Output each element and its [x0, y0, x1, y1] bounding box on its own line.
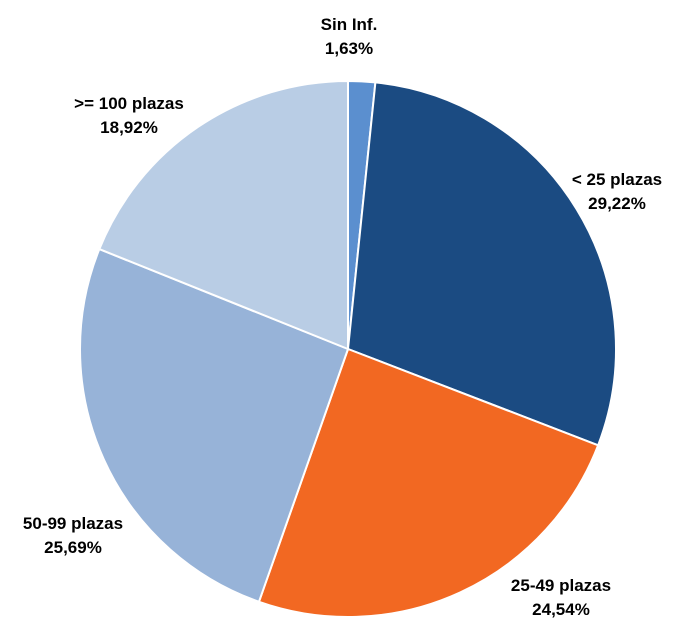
slice-name-label: 50-99 plazas: [23, 514, 123, 533]
pie-slice-100-plazas: [98, 79, 349, 351]
slice-value-label: 24,54%: [532, 600, 590, 619]
slice-value-label: 18,92%: [100, 118, 158, 137]
pie-labels: Sin Inf. 1,63% < 25 plazas 29,22% 25-49 plaz…: [23, 15, 662, 619]
pie-slice-25-plazas: [346, 81, 617, 447]
pie-slice-25-49-plazas: [257, 347, 600, 618]
slice-value-label: 29,22%: [588, 194, 646, 213]
slice-value-label: 1,63%: [325, 39, 373, 58]
slice-name-label: 25-49 plazas: [511, 576, 611, 595]
slice-name-label: < 25 plazas: [572, 170, 662, 189]
pie-slices: [79, 79, 617, 618]
slice-name-label: >= 100 plazas: [74, 94, 184, 113]
slice-value-label: 25,69%: [44, 538, 102, 557]
slice-name-label: Sin Inf.: [321, 15, 378, 34]
pie-slice-50-99-plazas: [79, 247, 350, 604]
